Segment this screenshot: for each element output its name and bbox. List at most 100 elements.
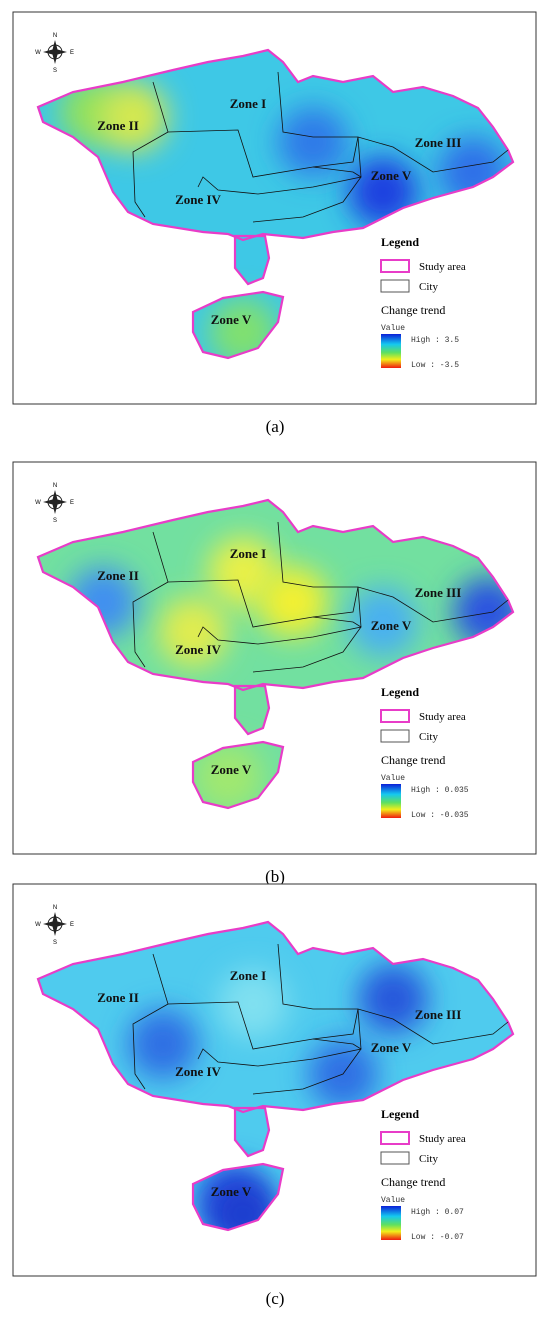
compass-w: W — [35, 50, 41, 56]
panel: Zone I Zone II Zone III Zone IV Zone V Zone V… — [12, 461, 537, 855]
legend-item: Study area — [419, 261, 466, 273]
legend-ramp-title: Value — [381, 774, 405, 783]
legend-city-swatch — [380, 1151, 410, 1165]
map-blob — [128, 1009, 198, 1079]
compass-n: N — [53, 483, 57, 489]
zone-label: Zone II — [97, 118, 139, 133]
compass-e: E — [70, 50, 74, 56]
city-boundary — [252, 1038, 362, 1095]
city-boundary — [252, 616, 362, 673]
legend-city-swatch — [380, 729, 410, 743]
zone-label: Zone I — [230, 546, 266, 561]
study-area-outline — [233, 1106, 271, 1158]
compass-n: N — [53, 33, 57, 39]
zone-label: Zone IV — [175, 192, 221, 207]
city-boundary — [132, 953, 169, 1090]
zone-label: Zone V — [211, 1184, 252, 1199]
legend-item: Study area — [419, 711, 466, 723]
map-blob — [278, 107, 348, 177]
city-boundary — [277, 943, 509, 1045]
legend-title: Legend — [381, 685, 419, 699]
zone-label: Zone II — [97, 568, 139, 583]
legend-high: High : 0.035 — [411, 786, 469, 795]
map-blob — [98, 82, 168, 152]
zone-label: Zone III — [415, 1007, 462, 1022]
map-blob — [218, 969, 288, 1039]
zone-label: Zone III — [415, 135, 462, 150]
city-boundary — [167, 1001, 359, 1050]
zone-label: Zone II — [97, 990, 139, 1005]
legend-city-swatch — [380, 279, 410, 293]
compass-e: E — [70, 922, 74, 928]
legend-item: Study area — [419, 1133, 466, 1145]
legend-item: City — [419, 1153, 438, 1165]
legend-study-swatch — [380, 259, 410, 273]
legend-title: Legend — [381, 235, 419, 249]
compass-star — [43, 912, 67, 936]
study-area-outline — [36, 920, 515, 1114]
zone-label: Zone I — [230, 968, 266, 983]
city-boundary — [277, 521, 509, 623]
map-blob — [193, 742, 263, 808]
zone-label: Zone V — [211, 762, 252, 777]
legend-trend-title: Change trend — [381, 753, 445, 767]
compass-s: S — [53, 68, 57, 74]
city-boundary — [277, 71, 509, 173]
legend-trend-title: Change trend — [381, 303, 445, 317]
compass-star — [43, 490, 67, 514]
zone-label: Zone III — [415, 585, 462, 600]
city-boundary — [132, 531, 169, 668]
legend-ramp-title: Value — [381, 1196, 405, 1205]
panel-caption: (a) — [266, 417, 285, 436]
legend-ramp — [381, 334, 401, 368]
study-area-outline — [233, 684, 271, 736]
zone-label: Zone IV — [175, 642, 221, 657]
compass-s: S — [53, 518, 57, 524]
compass-s: S — [53, 940, 57, 946]
legend-low: Low : -3.5 — [411, 361, 459, 370]
study-area-outline — [36, 498, 515, 692]
study-area-outline — [36, 48, 515, 242]
city-boundary — [132, 81, 169, 218]
legend-ramp — [381, 1206, 401, 1240]
panel: Zone I Zone II Zone III Zone IV Zone V Zone V… — [12, 11, 537, 405]
legend-low: Low : -0.07 — [411, 1233, 464, 1242]
compass-w: W — [35, 922, 41, 928]
city-boundary — [252, 166, 362, 223]
panel-caption: (c) — [266, 1289, 285, 1308]
legend-study-swatch — [380, 1131, 410, 1145]
map-blob — [348, 587, 418, 657]
zone-label: Zone I — [230, 96, 266, 111]
legend-ramp — [381, 784, 401, 818]
legend-ramp-title: Value — [381, 324, 405, 333]
compass-w: W — [35, 500, 41, 506]
zone-label: Zone V — [371, 618, 412, 633]
legend-high: High : 3.5 — [411, 336, 459, 345]
study-area-outline — [233, 234, 271, 286]
panel-caption: (b) — [265, 867, 285, 886]
zone-label: Zone V — [371, 168, 412, 183]
study-area-outline — [191, 1162, 285, 1232]
city-boundary — [167, 129, 359, 178]
compass-e: E — [70, 500, 74, 506]
compass-n: N — [53, 905, 57, 911]
zone-label: Zone V — [371, 1040, 412, 1055]
legend-study-swatch — [380, 709, 410, 723]
zone-label: Zone V — [211, 312, 252, 327]
legend-item: City — [419, 731, 438, 743]
legend-high: High : 0.07 — [411, 1208, 464, 1217]
legend-item: City — [419, 281, 438, 293]
map-blob — [208, 1179, 278, 1230]
map-blob — [358, 964, 428, 1034]
study-area-outline — [191, 290, 285, 360]
legend-trend-title: Change trend — [381, 1175, 445, 1189]
study-area-outline — [191, 740, 285, 810]
map-blob — [158, 597, 228, 667]
panel: Zone I Zone II Zone III Zone IV Zone V Zone V… — [12, 883, 537, 1277]
legend-title: Legend — [381, 1107, 419, 1121]
city-boundary — [167, 579, 359, 628]
compass-star — [43, 40, 67, 64]
map-blob — [258, 567, 328, 637]
zone-label: Zone IV — [175, 1064, 221, 1079]
